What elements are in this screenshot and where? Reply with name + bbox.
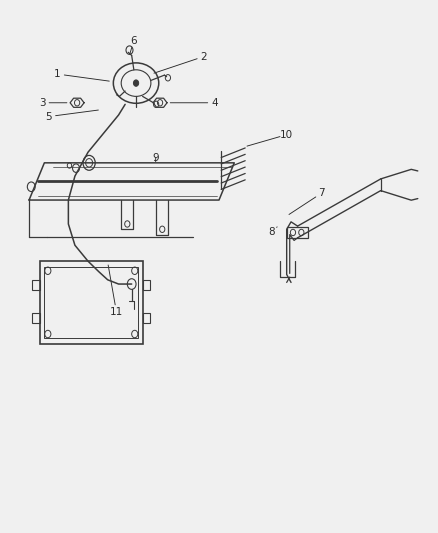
Bar: [44, 266, 138, 338]
Text: 7: 7: [318, 188, 325, 198]
Text: 8: 8: [268, 227, 275, 237]
Text: 11: 11: [110, 306, 123, 317]
Text: 10: 10: [280, 130, 293, 140]
Text: 2: 2: [201, 52, 207, 61]
Bar: [143, 280, 150, 290]
Bar: [32, 280, 40, 290]
Text: 3: 3: [39, 98, 46, 108]
Circle shape: [134, 80, 139, 86]
Text: 4: 4: [211, 98, 218, 108]
Text: 5: 5: [46, 111, 52, 122]
Bar: [40, 261, 143, 344]
Text: 9: 9: [152, 152, 159, 163]
Text: 6: 6: [131, 36, 137, 45]
Bar: [287, 227, 307, 238]
Bar: [32, 313, 40, 323]
Text: 1: 1: [54, 69, 61, 79]
Bar: [143, 313, 150, 323]
